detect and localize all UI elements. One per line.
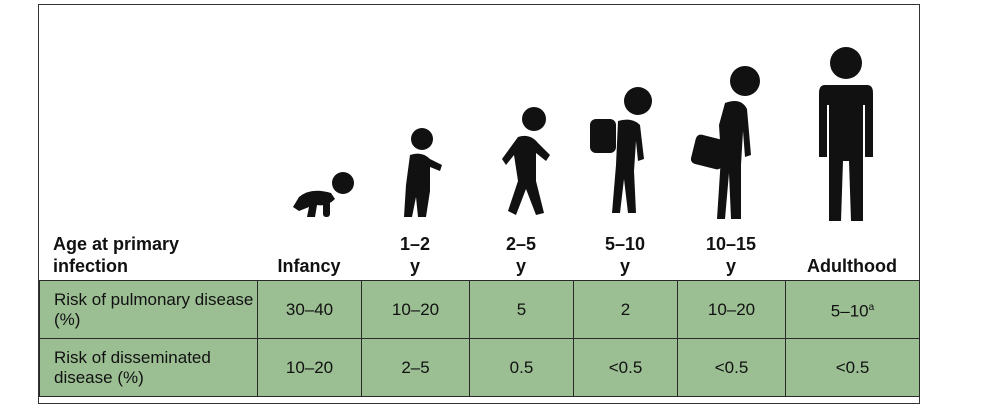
table-cell: 0.5 <box>469 338 574 397</box>
column-header-1-2y: 1–2 y <box>399 234 431 276</box>
column-header-infancy: Infancy <box>277 256 341 276</box>
table-cell: 5–10a <box>785 280 920 339</box>
table-cell: 10–20 <box>677 280 786 339</box>
walking-child-icon <box>494 105 564 225</box>
table-cell: <0.5 <box>677 338 786 397</box>
column-header-5-10y: 5–10 y <box>604 234 646 276</box>
table-cell: 2–5 <box>361 338 470 397</box>
cell-value: 5–10 <box>830 301 869 321</box>
table-cell: 2 <box>573 280 678 339</box>
header-row: Age at primary infection Infancy 1–2 y 2… <box>39 227 919 277</box>
table-cell: <0.5 <box>785 338 920 397</box>
table-cell: <0.5 <box>573 338 678 397</box>
teen-satchel-icon <box>689 65 769 225</box>
age-figures <box>39 5 919 225</box>
table-cell: 30–40 <box>257 280 362 339</box>
crawling-baby-icon <box>287 165 357 225</box>
adult-icon <box>811 45 881 225</box>
row-header-label: Age at primary infection <box>53 234 180 276</box>
row-label-pulmonary: Risk of pulmonary disease (%) <box>39 280 258 339</box>
table-row: Risk of pulmonary disease (%) 30–40 10–2… <box>39 280 920 339</box>
table-row: Risk of disseminated disease (%) 10–20 2… <box>39 338 920 397</box>
column-header-adulthood: Adulthood <box>807 256 897 276</box>
footnote-marker: a <box>868 301 875 313</box>
column-header-2-5y: 2–5 y <box>505 234 537 276</box>
toddler-icon <box>394 125 454 225</box>
table-frame: Age at primary infection Infancy 1–2 y 2… <box>38 4 920 404</box>
table-cell: 5 <box>469 280 574 339</box>
row-label-disseminated: Risk of disseminated disease (%) <box>39 338 258 397</box>
table-cell: 10–20 <box>361 280 470 339</box>
risk-table: Risk of pulmonary disease (%) 30–40 10–2… <box>39 280 920 397</box>
column-header-10-15y: 10–15 y <box>705 234 757 276</box>
child-backpack-icon <box>584 85 669 225</box>
table-cell: 10–20 <box>257 338 362 397</box>
